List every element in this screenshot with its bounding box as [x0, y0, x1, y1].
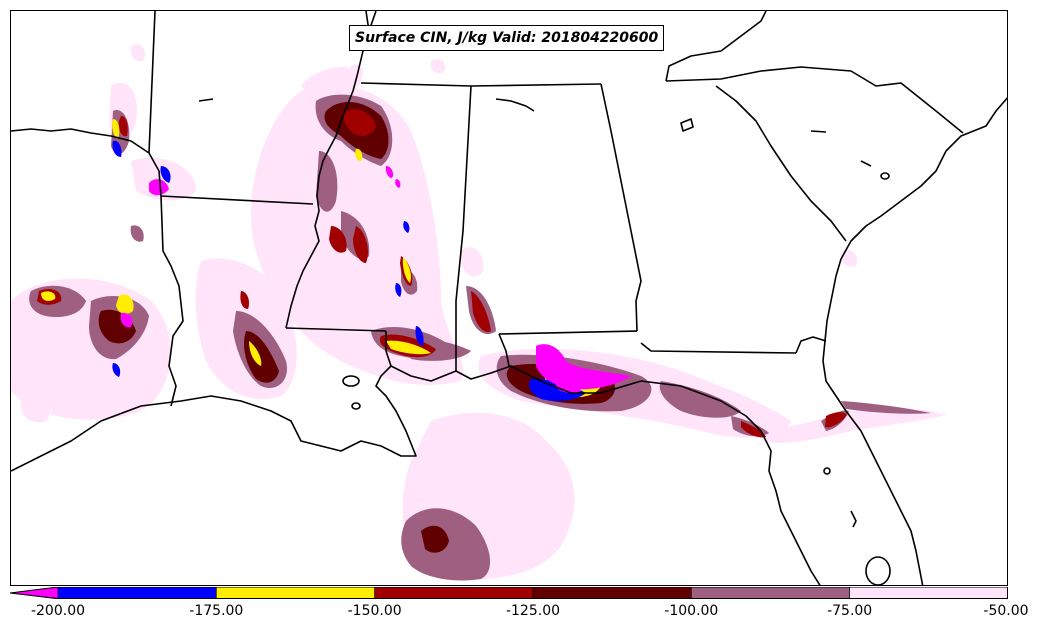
- colorbar-tick-label: -75.00: [827, 603, 873, 619]
- colorbar-bin: [216, 587, 375, 599]
- colorbar-bin: [849, 587, 1008, 599]
- colorbar-tick-label: -100.00: [664, 603, 719, 619]
- map-boundaries: [11, 11, 1007, 585]
- colorbar-tick-label: -125.00: [505, 603, 561, 619]
- colorbar-tick-label: -175.00: [189, 603, 244, 619]
- colorbar-outline: [10, 587, 1008, 599]
- cin-shading: [11, 44, 946, 581]
- colorbar-bin: [374, 587, 534, 599]
- colorbar: [10, 587, 1008, 599]
- colorbar-bin: [691, 587, 850, 599]
- map-frame: Surface CIN, J/kg Valid: 201804220600: [10, 10, 1008, 586]
- colorbar-tick-label: -200.00: [30, 603, 86, 619]
- colorbar-tick-label: -150.00: [347, 603, 402, 619]
- colorbar-bin: [57, 587, 217, 599]
- cin-map: [11, 11, 1007, 585]
- map-title: Surface CIN, J/kg Valid: 201804220600: [349, 25, 665, 51]
- colorbar-tick-label: -50.00: [983, 603, 1029, 619]
- colorbar-bin: [532, 587, 692, 599]
